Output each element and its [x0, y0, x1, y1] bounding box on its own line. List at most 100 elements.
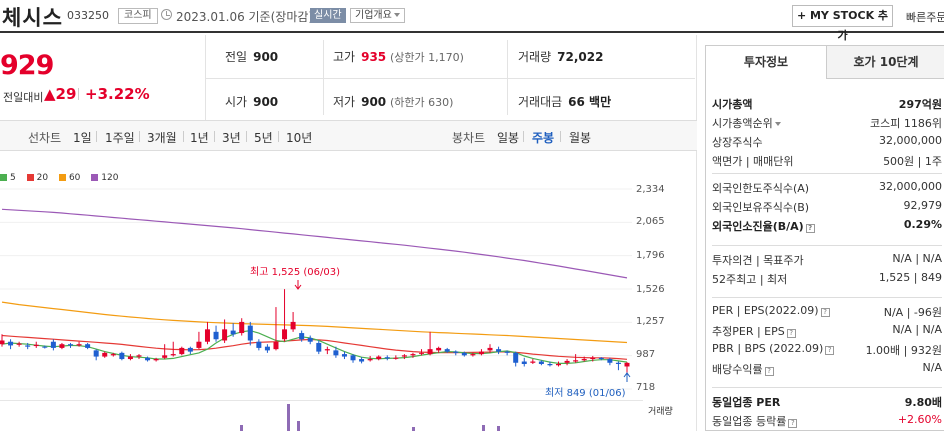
legend-label: 60 [68, 173, 81, 183]
candle-chart-label: 봉차트 [452, 131, 486, 145]
candle-body [76, 344, 82, 346]
candle-body [556, 364, 562, 366]
candle-body [247, 325, 253, 341]
divider [712, 387, 942, 388]
info-value: 32,000,000 [879, 180, 942, 193]
legend-swatch [91, 174, 99, 181]
candle-body [273, 341, 279, 350]
candle-body [444, 349, 450, 352]
divider [246, 131, 247, 142]
period-1y[interactable]: 1년 [190, 131, 209, 145]
divider [523, 131, 524, 142]
quick-order-link[interactable]: 빠른주문 [906, 11, 944, 24]
candle-body [341, 354, 347, 357]
candle-body [324, 349, 330, 351]
candle-body [85, 344, 91, 348]
candle-body [538, 361, 544, 364]
candle-body [25, 345, 31, 347]
candle-body [393, 357, 399, 359]
help-icon[interactable]: ? [786, 329, 796, 338]
help-icon[interactable]: ? [788, 419, 798, 428]
info-value: 32,000,000 [879, 134, 942, 147]
period-3y[interactable]: 3년 [222, 131, 241, 145]
help-icon[interactable]: ? [805, 224, 815, 233]
realtime-button[interactable]: 실시간 [310, 8, 346, 23]
quote-date: 2023.01.06 기준(장마감) [176, 10, 314, 24]
divider [712, 297, 942, 298]
info-row: 투자의견 | 목표주가 N/A | N/A [712, 252, 942, 270]
candle-body [350, 355, 356, 361]
volume-value: 72,022 [557, 50, 604, 64]
candle-body [581, 359, 587, 361]
candle-body [204, 329, 210, 342]
market-badge: 코스피 [118, 8, 158, 24]
divider [323, 40, 324, 115]
info-row: 시가총액 297억원 [712, 96, 942, 114]
corp-info-label: 기업개요 [355, 10, 392, 21]
y-tick: 1,796 [636, 250, 665, 261]
help-icon[interactable]: ? [820, 308, 830, 317]
candle-daily[interactable]: 일봉 [497, 131, 520, 145]
tab-invest-info[interactable]: 투자정보 [706, 46, 826, 79]
legend-label: 120 [101, 173, 119, 183]
divider [139, 131, 140, 142]
help-icon[interactable]: ? [825, 346, 835, 355]
divider [560, 131, 561, 142]
candle-body [33, 344, 39, 347]
tab-order-book[interactable]: 호가 10단계 [826, 46, 944, 79]
period-1w[interactable]: 1주일 [105, 131, 135, 145]
period-1d[interactable]: 1일 [73, 131, 92, 145]
candle-monthly[interactable]: 월봉 [569, 131, 592, 145]
invest-info-panel: 투자정보 호가 10단계 시가총액 297억원 시가총액순위 코스피 1186위 상장주… [705, 45, 944, 431]
open-price: 시가 900 [225, 93, 278, 110]
trade-amount: 거래대금 66 백만 [518, 93, 611, 110]
candle-body [367, 359, 373, 361]
info-value: 92,979 [903, 199, 943, 212]
period-3m[interactable]: 3개월 [147, 131, 177, 145]
period-5y[interactable]: 5년 [254, 131, 273, 145]
change-value: ▲29 [44, 85, 77, 103]
candle-body [496, 349, 502, 352]
info-value: N/A | N/A [892, 323, 942, 336]
divider [183, 131, 184, 142]
chevron-down-icon[interactable] [774, 122, 781, 126]
add-my-stock-button[interactable]: + MY STOCK 추가 [792, 5, 893, 42]
divider [205, 78, 695, 79]
info-key: 시가총액 [712, 98, 753, 111]
help-icon[interactable]: ? [764, 367, 774, 376]
arrow-down-icon [294, 284, 302, 290]
y-tick: 718 [636, 382, 656, 393]
info-key: 동일업종 PER [712, 396, 781, 409]
candle-body [290, 321, 296, 330]
period-10y[interactable]: 10년 [286, 131, 313, 145]
candle-body [316, 342, 322, 352]
price-chart[interactable] [0, 170, 640, 431]
chart-legend: 5 20 60 120 [0, 173, 126, 183]
volume-bar [240, 425, 243, 431]
change-percent: +3.22% [85, 85, 150, 103]
divider [278, 131, 279, 142]
info-value: N/A [922, 361, 942, 374]
info-value: 1,525 | 849 [878, 271, 942, 284]
upper-limit: (상한가 1,170) [389, 51, 464, 64]
candle-body [102, 352, 108, 357]
candle-body [230, 330, 236, 335]
legend-swatch [26, 174, 34, 181]
candle-body [256, 341, 262, 348]
candle-body [401, 355, 407, 357]
open-label: 시가 [225, 95, 248, 109]
y-tick: 987 [636, 349, 656, 360]
high-value: 935 [361, 50, 387, 64]
candle-body [8, 341, 14, 346]
info-row: 52주최고 | 최저 1,525 | 849 [712, 271, 942, 289]
corp-info-dropdown[interactable]: 기업개요 [350, 8, 405, 23]
ma120-line [1, 208, 628, 279]
info-key: 추정PER | EPS? [712, 323, 796, 339]
legend-ma5: 5 [0, 173, 16, 183]
candle-weekly[interactable]: 주봉 [532, 131, 555, 145]
clock-icon [161, 9, 172, 20]
candle-body [333, 350, 339, 356]
info-value: +2.60% [897, 413, 942, 426]
candle-body [67, 344, 73, 346]
volume-bar [482, 425, 485, 431]
